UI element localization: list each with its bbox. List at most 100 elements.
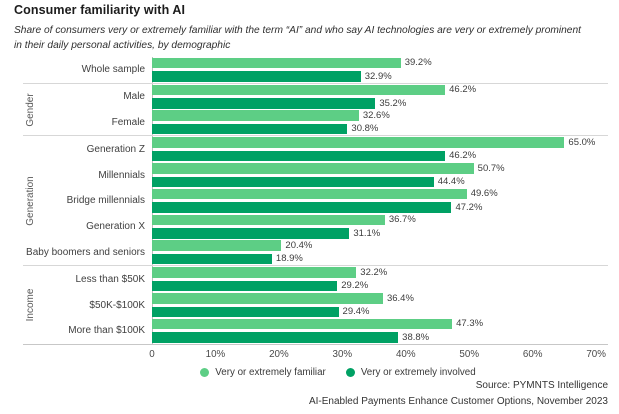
bar-involved — [152, 228, 350, 239]
bar-value-label: 46.2% — [449, 150, 477, 162]
category-bars: 50.7% 44.4% — [152, 162, 608, 188]
group-gender: Gender Male 46.2% 35.2% Female 32.6% 30.8% — [23, 82, 608, 136]
group-rows: Male 46.2% 35.2% Female 32.6% 30.8% — [23, 84, 608, 136]
bar-line: 36.4% — [152, 293, 608, 304]
group-whole-sample: Whole sample 39.2% 32.9% — [23, 57, 608, 83]
category-label: Less than $50K — [75, 273, 146, 285]
citation-line: AI-Enabled Payments Enhance Customer Opt… — [308, 395, 608, 407]
bar-value-label: 65.0% — [568, 136, 596, 148]
x-tick-label: 60% — [522, 348, 543, 360]
category-label: Female — [111, 116, 145, 128]
group-income: Income Less than $50K 32.2% 29.2% $50K-$100K… — [23, 265, 608, 343]
category-bars: 36.7% 31.1% — [152, 214, 608, 240]
bar-involved — [152, 280, 338, 292]
bar-line: 32.9% — [152, 71, 608, 82]
category-bars: 20.4% 18.9% — [152, 240, 608, 266]
x-tick-label: 0 — [149, 348, 155, 360]
group-rows: Whole sample 39.2% 32.9% — [23, 57, 608, 83]
legend-item: Very or extremely familiar — [200, 367, 326, 378]
category-bars: 36.4% 29.4% — [152, 292, 608, 318]
group-rows: Less than $50K 32.2% 29.2% $50K-$100K 36.4% 2… — [23, 266, 608, 343]
legend-dot-icon — [345, 367, 355, 377]
x-tick-label: 10% — [205, 348, 226, 360]
category-bars: 39.2% 32.9% — [152, 57, 608, 83]
legend-item: Very or extremely involved — [345, 367, 476, 378]
bar-value-label: 29.4% — [342, 306, 370, 318]
bar-line: 39.2% — [152, 57, 608, 69]
group-axis-label: Income — [25, 288, 36, 322]
bar-line: 65.0% — [152, 137, 608, 148]
chart-footer: Source: PYMNTS Intelligence AI-Enabled P… — [309, 378, 608, 409]
bar-familiar — [152, 84, 446, 96]
group-rows: Generation Z 65.0% 46.2% Millennials 50.7% 44… — [23, 136, 608, 265]
category-row: Female 32.6% 30.8% — [23, 110, 608, 136]
legend-label: Very or extremely familiar — [215, 366, 326, 378]
bar-value-label: 49.6% — [470, 188, 498, 200]
bar-value-label: 47.3% — [456, 318, 484, 330]
bar-familiar — [152, 163, 474, 174]
bar-value-label: 36.7% — [388, 214, 416, 226]
bar-familiar — [152, 214, 385, 226]
category-row: Less than $50K 32.2% 29.2% — [23, 266, 608, 292]
legend-dot-icon — [200, 367, 210, 377]
bar-involved — [152, 150, 446, 162]
bar-line: 47.3% — [152, 318, 608, 330]
bar-involved — [152, 332, 399, 343]
bar-value-label: 39.2% — [404, 57, 432, 69]
category-bars: 65.0% 46.2% — [152, 136, 608, 162]
category-bars: 32.6% 30.8% — [152, 110, 608, 136]
bar-value-label: 50.7% — [477, 162, 505, 174]
category-label: $50K-$100K — [89, 299, 145, 311]
category-bars: 49.6% 47.2% — [152, 188, 608, 214]
bar-value-label: 20.4% — [285, 239, 313, 251]
category-row: Male 46.2% 35.2% — [23, 84, 608, 110]
category-row: Generation Z 65.0% 46.2% — [23, 136, 608, 162]
bar-involved — [152, 98, 376, 109]
category-row: $50K-$100K 36.4% 29.4% — [23, 292, 608, 318]
category-label: Generation X — [86, 221, 145, 233]
chart-groups: Whole sample 39.2% 32.9% Gender Male 46.2% 35.… — [23, 57, 608, 345]
category-row: Whole sample 39.2% 32.9% — [23, 57, 608, 83]
source-line: Source: PYMNTS Intelligence — [475, 380, 608, 391]
group-generation: Generation Generation Z 65.0% 46.2% Millenni… — [23, 135, 608, 265]
bar-value-label: 18.9% — [275, 253, 303, 265]
bar-involved — [152, 306, 339, 318]
bar-familiar — [152, 240, 282, 251]
bar-line: 46.2% — [152, 84, 608, 96]
group-axis-label: Gender — [25, 92, 36, 127]
bar-familiar — [152, 188, 467, 200]
chart-legend: Very or extremely familiar Very or extrem… — [23, 367, 608, 378]
bar-value-label: 36.4% — [386, 292, 414, 304]
chart-subtitle: Share of consumers very or extremely fam… — [14, 25, 581, 52]
bar-line: 46.2% — [152, 150, 608, 162]
bar-line: 49.6% — [152, 188, 608, 200]
category-label: More than $100K — [68, 325, 145, 337]
bar-value-label: 35.2% — [379, 97, 407, 109]
x-tick-label: 40% — [395, 348, 416, 360]
category-label: Male — [123, 91, 145, 103]
category-label: Baby boomers and seniors — [26, 246, 145, 258]
category-label: Millennials — [98, 169, 145, 181]
chart-title: Consumer familiarity with AI — [14, 3, 186, 17]
x-tick-label: 20% — [269, 348, 289, 360]
bar-value-label: 44.4% — [437, 176, 465, 188]
bar-line: 35.2% — [152, 98, 608, 109]
bar-value-label: 47.2% — [455, 201, 483, 213]
bar-value-label: 32.2% — [360, 266, 388, 278]
bar-line: 47.2% — [152, 202, 608, 213]
category-label: Generation Z — [86, 143, 145, 155]
bar-line: 20.4% — [152, 240, 608, 251]
bar-familiar — [152, 137, 565, 148]
bar-familiar — [152, 57, 401, 69]
bar-line: 38.8% — [152, 332, 608, 343]
bar-familiar — [152, 110, 359, 121]
bar-line: 36.7% — [152, 214, 608, 226]
bar-value-label: 30.8% — [351, 123, 379, 135]
bar-value-label: 32.9% — [364, 70, 392, 82]
category-label: Whole sample — [81, 64, 145, 76]
category-row: More than $100K 47.3% 38.8% — [23, 318, 608, 344]
bar-line: 31.1% — [152, 228, 608, 239]
bar-chart: Whole sample 39.2% 32.9% Gender Male 46.2% 35.… — [23, 57, 608, 378]
bar-involved — [152, 202, 452, 213]
